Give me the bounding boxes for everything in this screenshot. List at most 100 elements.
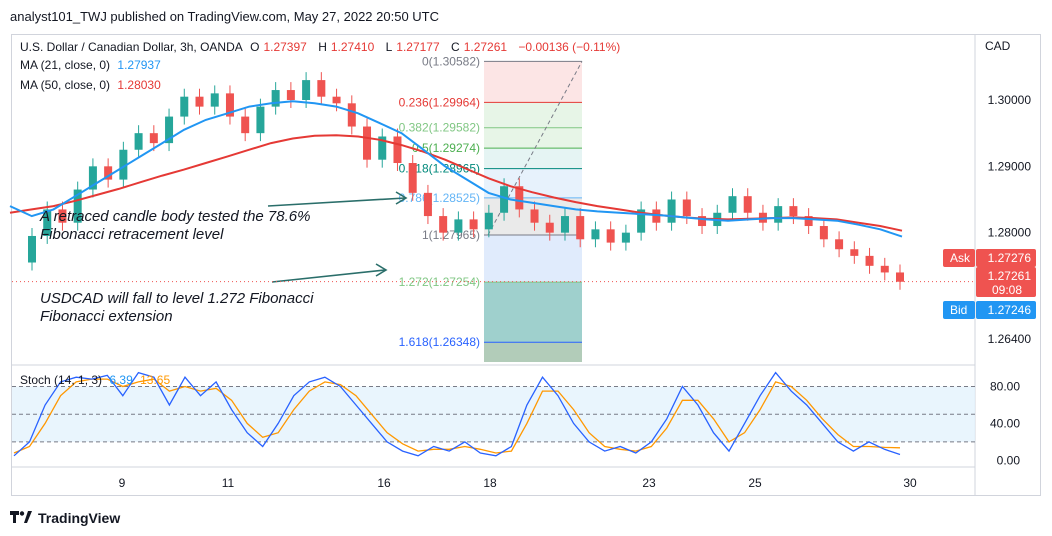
y-tick-label: 1.29000 [988, 159, 1032, 173]
open-label: O [250, 40, 260, 54]
open-value: 1.27397 [263, 40, 307, 54]
candle-body [515, 186, 524, 210]
fib-zone [484, 127, 582, 149]
candle-body [774, 206, 783, 223]
candle-body [698, 216, 707, 227]
high-value: 1.27410 [330, 40, 375, 54]
fib-zone [484, 342, 582, 362]
ask-value-text: 1.27276 [988, 251, 1032, 265]
footer-brand[interactable]: TradingView [10, 508, 120, 528]
candle-body [378, 136, 387, 160]
annotation-extension: USDCAD will fall to level 1.272 Fibonacc… [40, 290, 314, 325]
candle-body [210, 93, 219, 107]
fib-level-label: 0.236(1.29964) [399, 95, 480, 109]
fib-zone [484, 102, 582, 128]
arrow-head-icon [395, 191, 408, 205]
ma50-legend[interactable]: MA (50, close, 0) 1.28030 [20, 78, 165, 92]
ask-tag-label: Ask [950, 251, 971, 265]
candle-body [682, 199, 691, 217]
candle-body [500, 186, 509, 213]
candle-body [58, 209, 67, 223]
ohlc-legend: U.S. Dollar / Canadian Dollar, 3h, OANDA… [20, 40, 624, 54]
candle-body [363, 126, 372, 160]
candle-body [195, 96, 204, 107]
candle-body [728, 196, 737, 213]
candle-body [560, 216, 569, 233]
candle-body [637, 209, 646, 233]
candle-body [591, 229, 600, 240]
fib-level-label: 0.786(1.28525) [399, 191, 480, 205]
x-tick-label: 18 [483, 476, 497, 490]
candle-body [165, 116, 174, 144]
fib-level-label: 0(1.30582) [422, 54, 480, 68]
bid-value-text: 1.27246 [988, 303, 1032, 317]
x-tick-label: 11 [222, 476, 235, 490]
bid-tag-label: Bid [950, 303, 967, 317]
last-price-text: 1.27261 [988, 269, 1032, 283]
stoch-tick-label: 80.00 [990, 379, 1020, 393]
fib-zone [484, 234, 582, 283]
candle-body [28, 235, 36, 263]
candle-body [484, 212, 493, 230]
candle-body [119, 149, 128, 180]
bid-value-bg [976, 301, 1036, 319]
symbol-label[interactable]: U.S. Dollar / Canadian Dollar, 3h, OANDA [20, 40, 243, 54]
candle-body [73, 189, 82, 223]
ma50-value: 1.28030 [117, 78, 161, 92]
stoch-d-line [13, 378, 901, 454]
candle-body [865, 255, 874, 266]
x-tick-label: 23 [642, 476, 656, 490]
candle-body [743, 196, 752, 213]
candle-body [225, 93, 234, 117]
arrow-line [271, 269, 386, 283]
tradingview-logo-icon [10, 511, 32, 525]
candle-body [180, 96, 189, 117]
ask-tag-bg [943, 249, 975, 267]
candle-body [439, 216, 448, 233]
x-tick-label: 16 [377, 476, 391, 490]
y-tick-label: 1.30000 [988, 93, 1032, 107]
close-label: C [451, 40, 460, 54]
fib-trend-line [487, 61, 583, 236]
stoch-tick-label: 40.00 [990, 416, 1020, 430]
ma21-line [9, 100, 903, 238]
countdown-text: 09:08 [992, 283, 1022, 297]
fib-zone [484, 282, 582, 343]
candle-body [469, 219, 478, 230]
ma21-value: 1.27937 [117, 58, 161, 72]
ma21-label: MA (21, close, 0) [20, 58, 111, 72]
x-tick-label: 30 [903, 476, 917, 490]
candle-body [835, 239, 844, 250]
candle-body [621, 232, 630, 243]
candle-body [393, 136, 402, 164]
candle-body [667, 199, 676, 223]
candle-body [423, 192, 432, 217]
fib-zone [484, 168, 582, 198]
candle-body [271, 90, 280, 107]
low-value: 1.27177 [396, 40, 440, 54]
fib-level-label: 0.5(1.29274) [412, 141, 480, 155]
fib-level-label: 1.618(1.26348) [399, 335, 480, 349]
annotation-retracement: A retraced candle body tested the 78.6% … [40, 208, 311, 243]
candle-body [43, 209, 52, 236]
candle-body [850, 249, 859, 256]
fib-level-label: 1(1.27965) [422, 228, 480, 242]
ma21-legend[interactable]: MA (21, close, 0) 1.27937 [20, 58, 165, 72]
candle-body [576, 216, 585, 240]
candle-body [896, 272, 904, 282]
stoch-legend[interactable]: Stoch (14, 1, 3) 6.39 13.65 [20, 373, 174, 387]
candle-body [134, 133, 143, 150]
stoch-k-line [13, 371, 901, 457]
candle-body [652, 209, 661, 223]
currency-label: CAD [985, 39, 1011, 53]
candle-body [545, 222, 554, 233]
close-value: 1.27261 [463, 40, 508, 54]
candle-body [104, 166, 113, 180]
high-label: H [318, 40, 327, 54]
chart-frame[interactable] [11, 34, 1041, 496]
fib-zone [484, 148, 582, 169]
stoch-label: Stoch (14, 1, 3) [20, 373, 103, 387]
fib-level-label: 1.272(1.27254) [399, 275, 480, 289]
candle-body [286, 90, 295, 101]
